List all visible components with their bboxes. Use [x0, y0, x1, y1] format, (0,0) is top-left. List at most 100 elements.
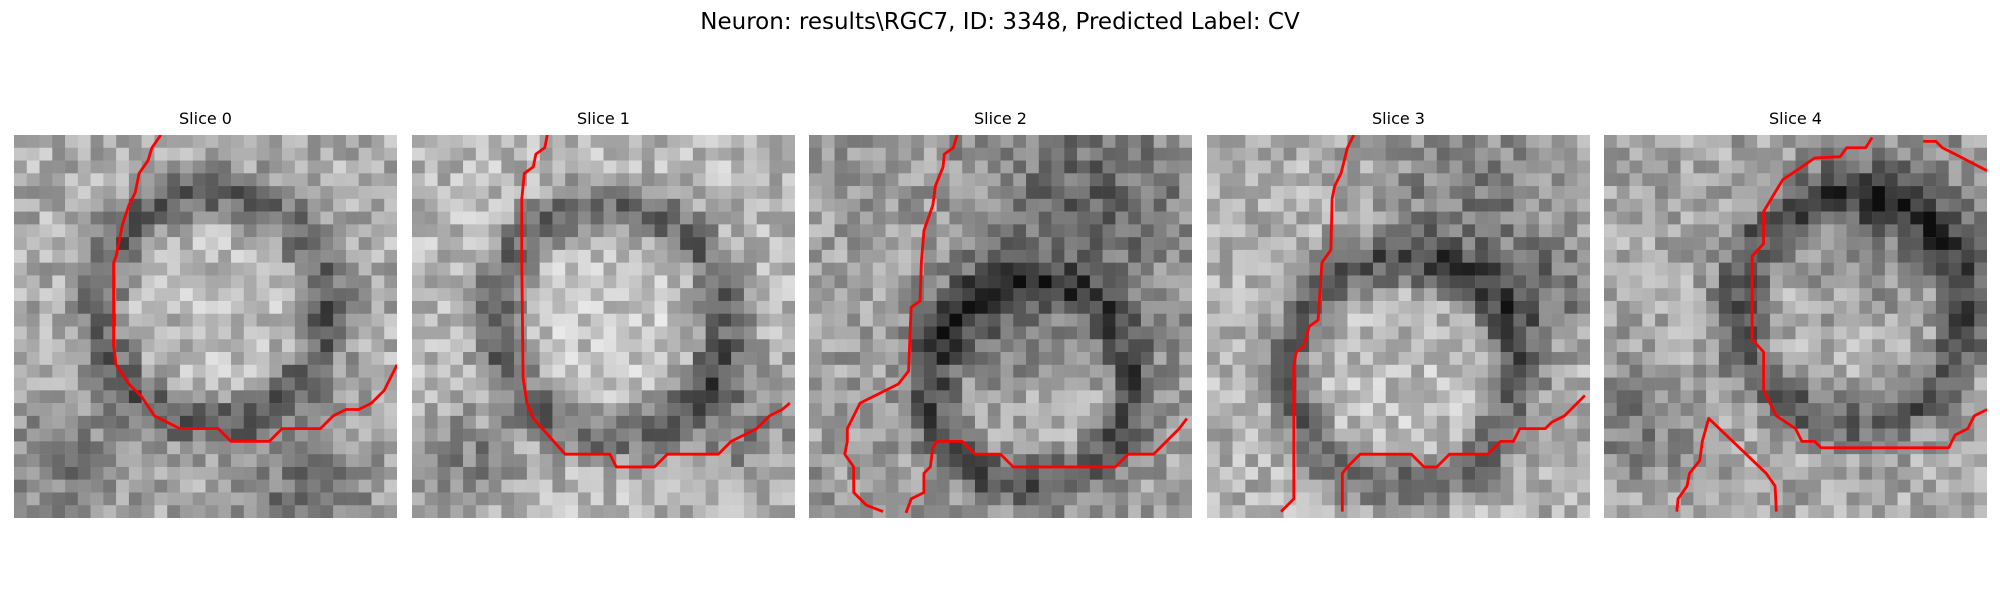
- pixel: [1859, 173, 1872, 186]
- pixel: [1450, 161, 1463, 174]
- pixel: [1681, 416, 1694, 429]
- pixel: [154, 339, 167, 352]
- pixel: [489, 199, 502, 212]
- pixel: [1668, 237, 1681, 250]
- pixel: [1885, 135, 1898, 148]
- pixel: [346, 275, 359, 288]
- pixel: [1052, 505, 1065, 518]
- pixel: [757, 199, 770, 212]
- pixel: [1732, 186, 1745, 199]
- pixel: [898, 161, 911, 174]
- pixel: [257, 390, 270, 403]
- pixel: [1245, 416, 1258, 429]
- pixel: [1322, 148, 1335, 161]
- pixel: [1296, 365, 1309, 378]
- pixel: [898, 135, 911, 148]
- pixel: [167, 378, 180, 391]
- pixel: [1411, 275, 1424, 288]
- pixel: [501, 429, 514, 442]
- pixel: [333, 467, 346, 480]
- pixel: [988, 492, 1001, 505]
- pixel: [1258, 161, 1271, 174]
- pixel: [269, 327, 282, 340]
- pixel: [180, 237, 193, 250]
- pixel: [1245, 250, 1258, 263]
- pixel: [1335, 416, 1348, 429]
- pixel: [359, 161, 372, 174]
- pixel: [1757, 441, 1770, 454]
- pixel: [180, 250, 193, 263]
- pixel: [1732, 173, 1745, 186]
- pixel: [257, 352, 270, 365]
- pixel: [1475, 288, 1488, 301]
- pixel: [693, 135, 706, 148]
- pixel: [384, 237, 397, 250]
- pixel: [1693, 403, 1706, 416]
- pixel: [282, 301, 295, 314]
- pixel: [591, 505, 604, 518]
- pixel: [1668, 390, 1681, 403]
- pixel: [425, 135, 438, 148]
- pixel: [333, 212, 346, 225]
- pixel: [180, 467, 193, 480]
- pixel: [1910, 467, 1923, 480]
- pixel: [244, 352, 257, 365]
- pixel: [154, 492, 167, 505]
- pixel: [1090, 314, 1103, 327]
- pixel: [1462, 186, 1475, 199]
- pixel: [1462, 378, 1475, 391]
- pixel: [1847, 378, 1860, 391]
- pixel: [1488, 135, 1501, 148]
- pixel: [706, 467, 719, 480]
- pixel: [1693, 480, 1706, 493]
- pixel: [667, 288, 680, 301]
- pixel: [757, 339, 770, 352]
- pixel: [167, 429, 180, 442]
- pixel: [1821, 314, 1834, 327]
- pixel: [193, 352, 206, 365]
- pixel: [1808, 327, 1821, 340]
- pixel: [565, 352, 578, 365]
- pixel: [540, 212, 553, 225]
- pixel: [1552, 365, 1565, 378]
- pixel: [769, 148, 782, 161]
- pixel: [1052, 403, 1065, 416]
- pixel: [103, 492, 116, 505]
- pixel: [346, 365, 359, 378]
- pixel: [1026, 148, 1039, 161]
- pixel: [1309, 161, 1322, 174]
- pixel: [167, 186, 180, 199]
- pixel: [886, 186, 899, 199]
- pixel: [463, 288, 476, 301]
- pixel: [103, 148, 116, 161]
- pixel: [886, 429, 899, 442]
- pixel: [578, 416, 591, 429]
- pixel: [1604, 429, 1617, 442]
- pixel: [40, 161, 53, 174]
- pixel: [1001, 352, 1014, 365]
- pixel: [540, 199, 553, 212]
- pixel: [1220, 505, 1233, 518]
- pixel: [282, 275, 295, 288]
- pixel: [257, 250, 270, 263]
- pixel: [693, 365, 706, 378]
- pixel: [501, 352, 514, 365]
- pixel: [129, 263, 142, 276]
- pixel: [898, 441, 911, 454]
- pixel: [180, 148, 193, 161]
- pixel: [412, 275, 425, 288]
- pixel: [1154, 365, 1167, 378]
- pixel: [616, 467, 629, 480]
- pixel: [1450, 429, 1463, 442]
- pixel: [1013, 492, 1026, 505]
- pixel: [1166, 135, 1179, 148]
- pixel: [282, 173, 295, 186]
- pixel: [167, 365, 180, 378]
- pixel: [1026, 314, 1039, 327]
- pixel: [1360, 492, 1373, 505]
- pixel: [1693, 301, 1706, 314]
- pixel: [1437, 416, 1450, 429]
- pixel: [371, 480, 384, 493]
- pixel: [629, 135, 642, 148]
- pixel: [552, 454, 565, 467]
